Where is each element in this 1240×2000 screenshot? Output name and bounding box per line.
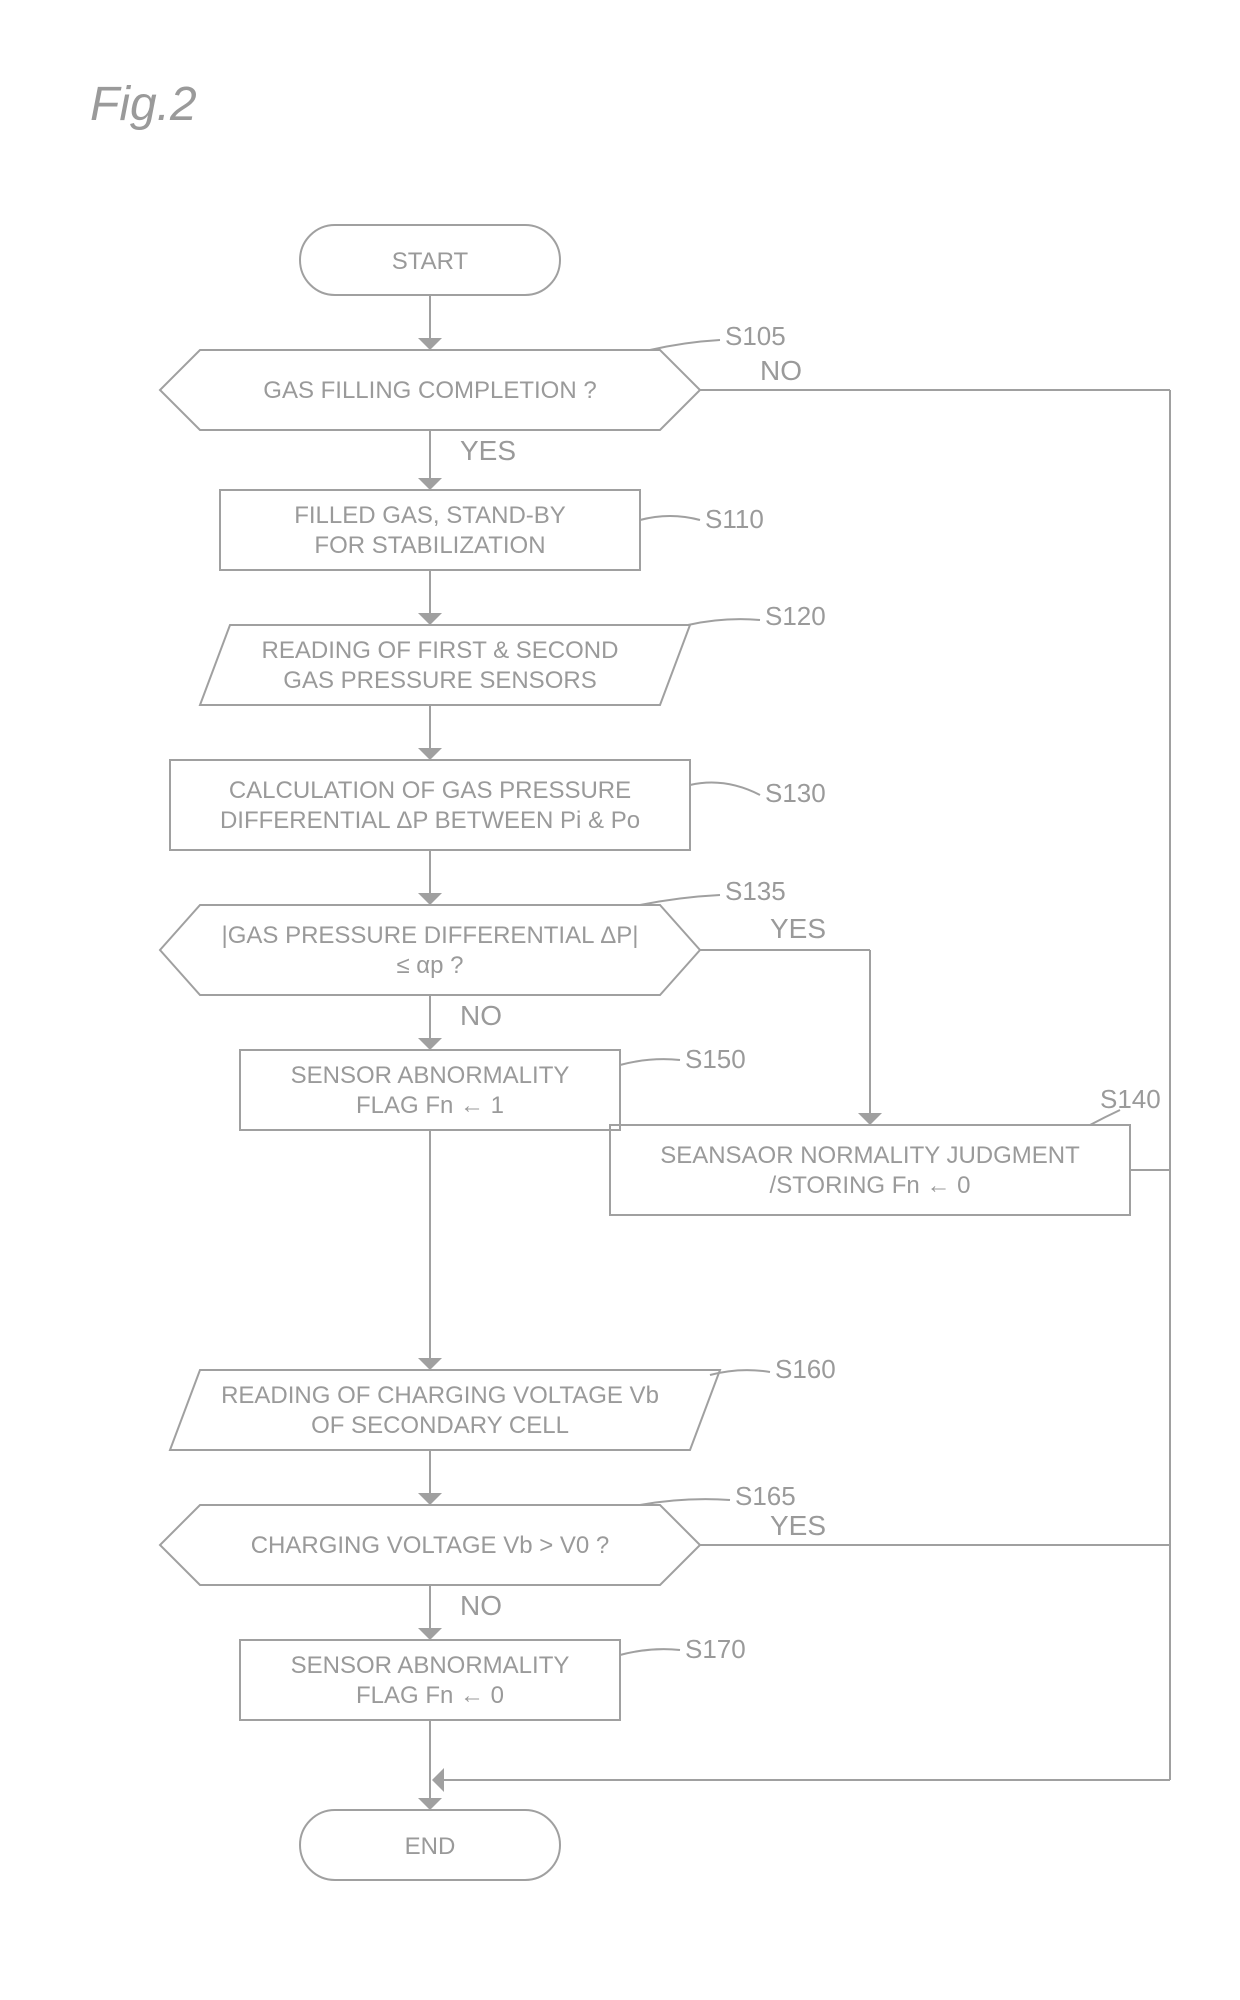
svg-text:START: START	[392, 248, 469, 275]
svg-text:S110: S110	[705, 504, 764, 534]
svg-text:S150: S150	[685, 1044, 746, 1074]
flowchart-svg: Fig.2 START GAS FILLING COMPLETION ? S105 YE…	[0, 0, 1240, 2000]
svg-text:FLAG Fn ← 0: FLAG Fn ← 0	[356, 1682, 504, 1709]
svg-text:S120: S120	[765, 601, 826, 631]
svg-text:NO: NO	[460, 1000, 502, 1031]
svg-text:Fig.2: Fig.2	[90, 78, 197, 131]
svg-text:FILLED GAS, STAND-BY: FILLED GAS, STAND-BY	[294, 502, 566, 529]
svg-text:YES: YES	[770, 1510, 826, 1541]
svg-text:|GAS PRESSURE DIFFERENTIAL ΔP|: |GAS PRESSURE DIFFERENTIAL ΔP|	[221, 922, 638, 949]
svg-text:S170: S170	[685, 1634, 746, 1664]
svg-text:READING OF CHARGING VOLTAGE Vb: READING OF CHARGING VOLTAGE Vb	[221, 1382, 659, 1409]
svg-text:CHARGING VOLTAGE Vb > V0 ?: CHARGING VOLTAGE Vb > V0 ?	[251, 1532, 610, 1559]
svg-text:S160: S160	[775, 1354, 836, 1384]
svg-text:SENSOR ABNORMALITY: SENSOR ABNORMALITY	[291, 1652, 570, 1679]
svg-text:S135: S135	[725, 876, 786, 906]
svg-text:FOR STABILIZATION: FOR STABILIZATION	[314, 532, 545, 559]
svg-text:YES: YES	[770, 913, 826, 944]
svg-text:CALCULATION OF GAS PRESSURE: CALCULATION OF GAS PRESSURE	[229, 777, 631, 804]
svg-text:S140: S140	[1100, 1084, 1161, 1114]
svg-text:YES: YES	[460, 435, 516, 466]
svg-text:S105: S105	[725, 321, 786, 351]
svg-text:SENSOR ABNORMALITY: SENSOR ABNORMALITY	[291, 1062, 570, 1089]
svg-text:≤ αp ?: ≤ αp ?	[396, 952, 463, 979]
svg-text:/STORING Fn ← 0: /STORING Fn ← 0	[770, 1172, 971, 1199]
svg-text:GAS PRESSURE SENSORS: GAS PRESSURE SENSORS	[283, 667, 596, 694]
svg-text:OF SECONDARY CELL: OF SECONDARY CELL	[311, 1412, 569, 1439]
svg-text:NO: NO	[460, 1590, 502, 1621]
svg-text:GAS FILLING COMPLETION ?: GAS FILLING COMPLETION ?	[263, 377, 596, 404]
svg-text:SEANSAOR NORMALITY JUDGMENT: SEANSAOR NORMALITY JUDGMENT	[660, 1142, 1080, 1169]
svg-text:NO: NO	[760, 355, 802, 386]
svg-text:S130: S130	[765, 778, 826, 808]
svg-text:S165: S165	[735, 1481, 796, 1511]
svg-text:END: END	[405, 1833, 456, 1860]
svg-text:FLAG Fn ← 1: FLAG Fn ← 1	[356, 1092, 504, 1119]
svg-text:DIFFERENTIAL ΔP BETWEEN Pi & P: DIFFERENTIAL ΔP BETWEEN Pi & Po	[220, 807, 640, 834]
svg-text:READING OF FIRST & SECOND: READING OF FIRST & SECOND	[262, 637, 619, 664]
